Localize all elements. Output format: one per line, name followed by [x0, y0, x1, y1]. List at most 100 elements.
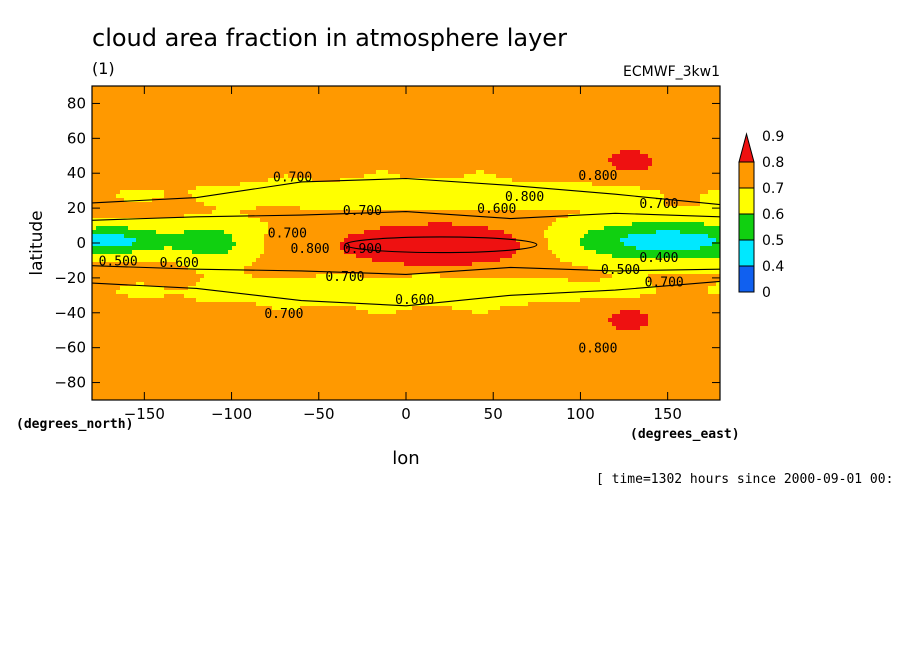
field-cell — [516, 122, 521, 127]
field-cell — [368, 142, 373, 147]
field-cell — [348, 198, 353, 203]
field-cell — [260, 210, 265, 215]
field-cell — [608, 170, 613, 175]
field-cell — [592, 114, 597, 119]
field-cell — [556, 94, 561, 99]
field-cell — [172, 206, 177, 211]
field-cell — [164, 114, 169, 119]
field-cell — [384, 114, 389, 119]
field-cell — [672, 158, 677, 163]
field-cell — [240, 98, 245, 103]
field-cell — [400, 186, 405, 191]
field-cell — [204, 186, 209, 191]
field-cell — [364, 182, 369, 187]
field-cell — [324, 102, 329, 107]
field-cell — [368, 210, 373, 215]
field-cell — [300, 142, 305, 147]
field-cell — [512, 190, 517, 195]
field-cell — [540, 178, 545, 183]
field-cell — [256, 142, 261, 147]
field-cell — [372, 134, 377, 139]
field-cell — [320, 210, 325, 215]
field-cell — [560, 118, 565, 123]
field-cell — [204, 122, 209, 127]
field-cell — [632, 190, 637, 195]
field-cell — [340, 154, 345, 159]
field-cell — [572, 150, 577, 155]
field-cell — [204, 126, 209, 131]
field-cell — [364, 186, 369, 191]
field-cell — [140, 102, 145, 107]
field-cell — [312, 106, 317, 111]
field-cell — [520, 142, 525, 147]
field-cell — [508, 138, 513, 143]
field-cell — [352, 130, 357, 135]
field-cell — [664, 126, 669, 131]
field-cell — [208, 194, 213, 199]
field-cell — [192, 114, 197, 119]
field-cell — [112, 162, 117, 167]
field-cell — [288, 118, 293, 123]
field-cell — [528, 166, 533, 171]
field-cell — [460, 178, 465, 183]
field-cell — [576, 138, 581, 143]
field-cell — [352, 158, 357, 163]
field-cell — [168, 194, 173, 199]
field-cell — [392, 162, 397, 167]
field-cell — [420, 162, 425, 167]
field-cell — [164, 134, 169, 139]
field-cell — [632, 122, 637, 127]
field-cell — [352, 186, 357, 191]
field-cell — [588, 158, 593, 163]
field-cell — [208, 106, 213, 111]
field-cell — [184, 134, 189, 139]
field-cell — [328, 114, 333, 119]
field-cell — [324, 206, 329, 211]
field-cell — [232, 110, 237, 115]
field-cell — [460, 126, 465, 131]
field-cell — [620, 182, 625, 187]
field-cell — [300, 206, 305, 211]
field-cell — [640, 122, 645, 127]
field-cell — [548, 138, 553, 143]
field-cell — [308, 198, 313, 203]
field-cell — [504, 170, 509, 175]
field-cell — [148, 194, 153, 199]
field-cell — [440, 114, 445, 119]
field-cell — [256, 134, 261, 139]
field-cell — [500, 182, 505, 187]
field-cell — [316, 130, 321, 135]
field-cell — [228, 98, 233, 103]
field-cell — [200, 130, 205, 135]
field-cell — [184, 166, 189, 171]
field-cell — [364, 134, 369, 139]
field-cell — [452, 150, 457, 155]
field-cell — [112, 174, 117, 179]
field-cell — [440, 194, 445, 199]
field-cell — [332, 146, 337, 151]
field-cell — [140, 130, 145, 135]
field-cell — [500, 98, 505, 103]
field-cell — [184, 138, 189, 143]
field-cell — [372, 122, 377, 127]
field-cell — [264, 178, 269, 183]
field-cell — [600, 86, 605, 91]
field-cell — [496, 150, 501, 155]
field-cell — [364, 122, 369, 127]
field-cell — [388, 142, 393, 147]
field-cell — [308, 178, 313, 183]
field-cell — [436, 98, 441, 103]
field-cell — [232, 198, 237, 203]
field-cell — [272, 146, 277, 151]
field-cell — [124, 118, 129, 123]
field-cell — [704, 134, 709, 139]
field-cell — [584, 154, 589, 159]
field-cell — [268, 118, 273, 123]
field-cell — [640, 202, 645, 207]
field-cell — [420, 186, 425, 191]
field-cell — [360, 170, 365, 175]
field-cell — [224, 102, 229, 107]
field-cell — [512, 198, 517, 203]
field-cell — [92, 170, 97, 175]
field-cell — [524, 210, 529, 215]
